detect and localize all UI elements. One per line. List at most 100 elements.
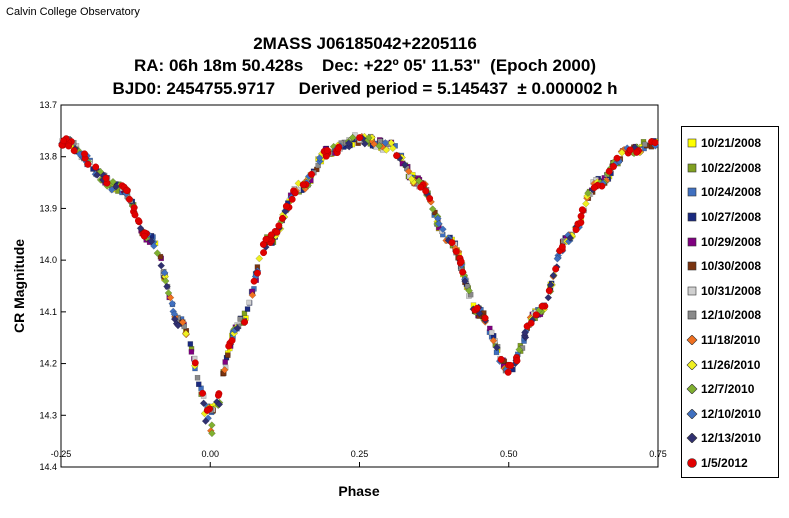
data-point (504, 368, 512, 376)
data-point (196, 381, 202, 388)
data-point (488, 329, 495, 336)
legend-label: 10/24/2008 (701, 185, 762, 200)
data-point (299, 181, 307, 189)
x-tick-label: 0.25 (351, 449, 369, 459)
data-point (578, 206, 586, 214)
data-point (112, 182, 120, 191)
data-point (651, 139, 659, 147)
data-point (552, 265, 560, 273)
data-point (241, 310, 248, 317)
data-point (375, 141, 384, 150)
legend-marker-icon (686, 359, 698, 370)
legend-label: 1/5/2012 (701, 456, 748, 471)
chart-title-line-2: RA: 06h 18m 50.428s Dec: +22º 05' 11.53"… (134, 56, 596, 75)
data-point (136, 224, 145, 233)
data-point (382, 146, 391, 154)
data-point (613, 154, 621, 162)
data-point (60, 137, 68, 145)
data-point (65, 142, 73, 150)
data-point (618, 148, 626, 157)
data-point (93, 171, 102, 179)
data-point (250, 277, 258, 285)
series-10-29-2008 (61, 137, 639, 370)
legend-marker-icon (687, 188, 697, 197)
data-point (407, 175, 416, 183)
legend-marker-icon (686, 335, 698, 346)
data-point (134, 217, 142, 225)
data-point (515, 345, 524, 354)
legend-marker-icon (687, 458, 697, 468)
y-tick-label: 13.9 (39, 203, 57, 213)
data-point (199, 399, 208, 408)
y-tick-label: 14.1 (39, 307, 57, 317)
data-point (452, 248, 460, 255)
legend-marker-icon (686, 384, 698, 395)
data-point (426, 195, 434, 202)
data-point (215, 400, 224, 409)
data-point (422, 187, 430, 195)
data-point (160, 268, 169, 277)
data-point (214, 391, 222, 399)
legend-item: 12/10/2010 (682, 402, 778, 427)
data-point (404, 167, 413, 176)
chart-title-line-3: BJD0: 2454755.9717 Derived period = 5.14… (112, 79, 618, 98)
data-point (513, 357, 521, 365)
data-point (153, 249, 162, 257)
data-point (633, 148, 641, 156)
legend-label: 12/13/2010 (701, 431, 762, 446)
plot-area-frame (60, 104, 659, 468)
legend-label: 10/30/2008 (701, 259, 762, 274)
legend-item: 10/21/2008 (682, 131, 778, 156)
data-point (191, 359, 199, 367)
data-point (149, 242, 158, 250)
legend-label: 10/22/2008 (701, 160, 762, 175)
legend-label: 10/27/2008 (701, 210, 762, 225)
x-tick-label: -0.25 (51, 449, 72, 459)
data-point (549, 271, 558, 280)
data-point (464, 283, 471, 290)
data-point (81, 150, 88, 158)
data-point (282, 202, 290, 210)
data-point (246, 299, 252, 306)
series-10-27-2008 (66, 136, 657, 388)
data-point (348, 133, 357, 142)
legend-marker-icon (687, 138, 697, 148)
data-point (123, 186, 131, 194)
series-10-24-2008 (73, 137, 651, 416)
data-point (308, 170, 315, 178)
data-point (323, 147, 331, 154)
legend-label: 10/29/2008 (701, 234, 762, 249)
data-point (315, 154, 324, 162)
series-1-5-2012 (58, 134, 659, 414)
x-axis-label: Phase (338, 483, 379, 499)
data-point (428, 205, 437, 213)
series-10-21-2008 (66, 138, 659, 410)
legend-label: 10/21/2008 (701, 136, 762, 151)
data-point (461, 277, 469, 285)
legend-label: 12/10/2008 (701, 308, 762, 323)
legend: 10/21/2008 10/22/2008 10/24/2008 10/27/2008… (681, 126, 779, 478)
legend-marker-icon (687, 261, 697, 271)
data-points (58, 132, 660, 438)
data-point (489, 336, 498, 345)
data-point (267, 231, 275, 239)
data-point (582, 199, 590, 208)
data-point (248, 291, 257, 300)
data-point (207, 421, 216, 429)
data-point (389, 144, 397, 153)
legend-item: 10/31/2008 (682, 279, 778, 304)
legend-item: 10/29/2008 (682, 229, 778, 254)
legend-label: 12/7/2010 (701, 382, 755, 397)
data-point (278, 215, 286, 222)
data-point (521, 328, 529, 337)
axis-ticks: -0.25 0.00 0.25 0.50 0.75 13.7 13.8 13.9 14.0 14.… (39, 100, 666, 472)
data-point (605, 167, 613, 175)
data-point (492, 343, 501, 352)
y-tick-label: 14.0 (39, 255, 57, 265)
legend-item: 1/5/2012 (682, 451, 778, 476)
legend-item: 12/10/2008 (682, 303, 778, 328)
data-point (92, 163, 100, 171)
legend-marker-icon (687, 311, 697, 320)
legend-label: 11/26/2010 (701, 357, 761, 372)
data-point (459, 268, 467, 276)
